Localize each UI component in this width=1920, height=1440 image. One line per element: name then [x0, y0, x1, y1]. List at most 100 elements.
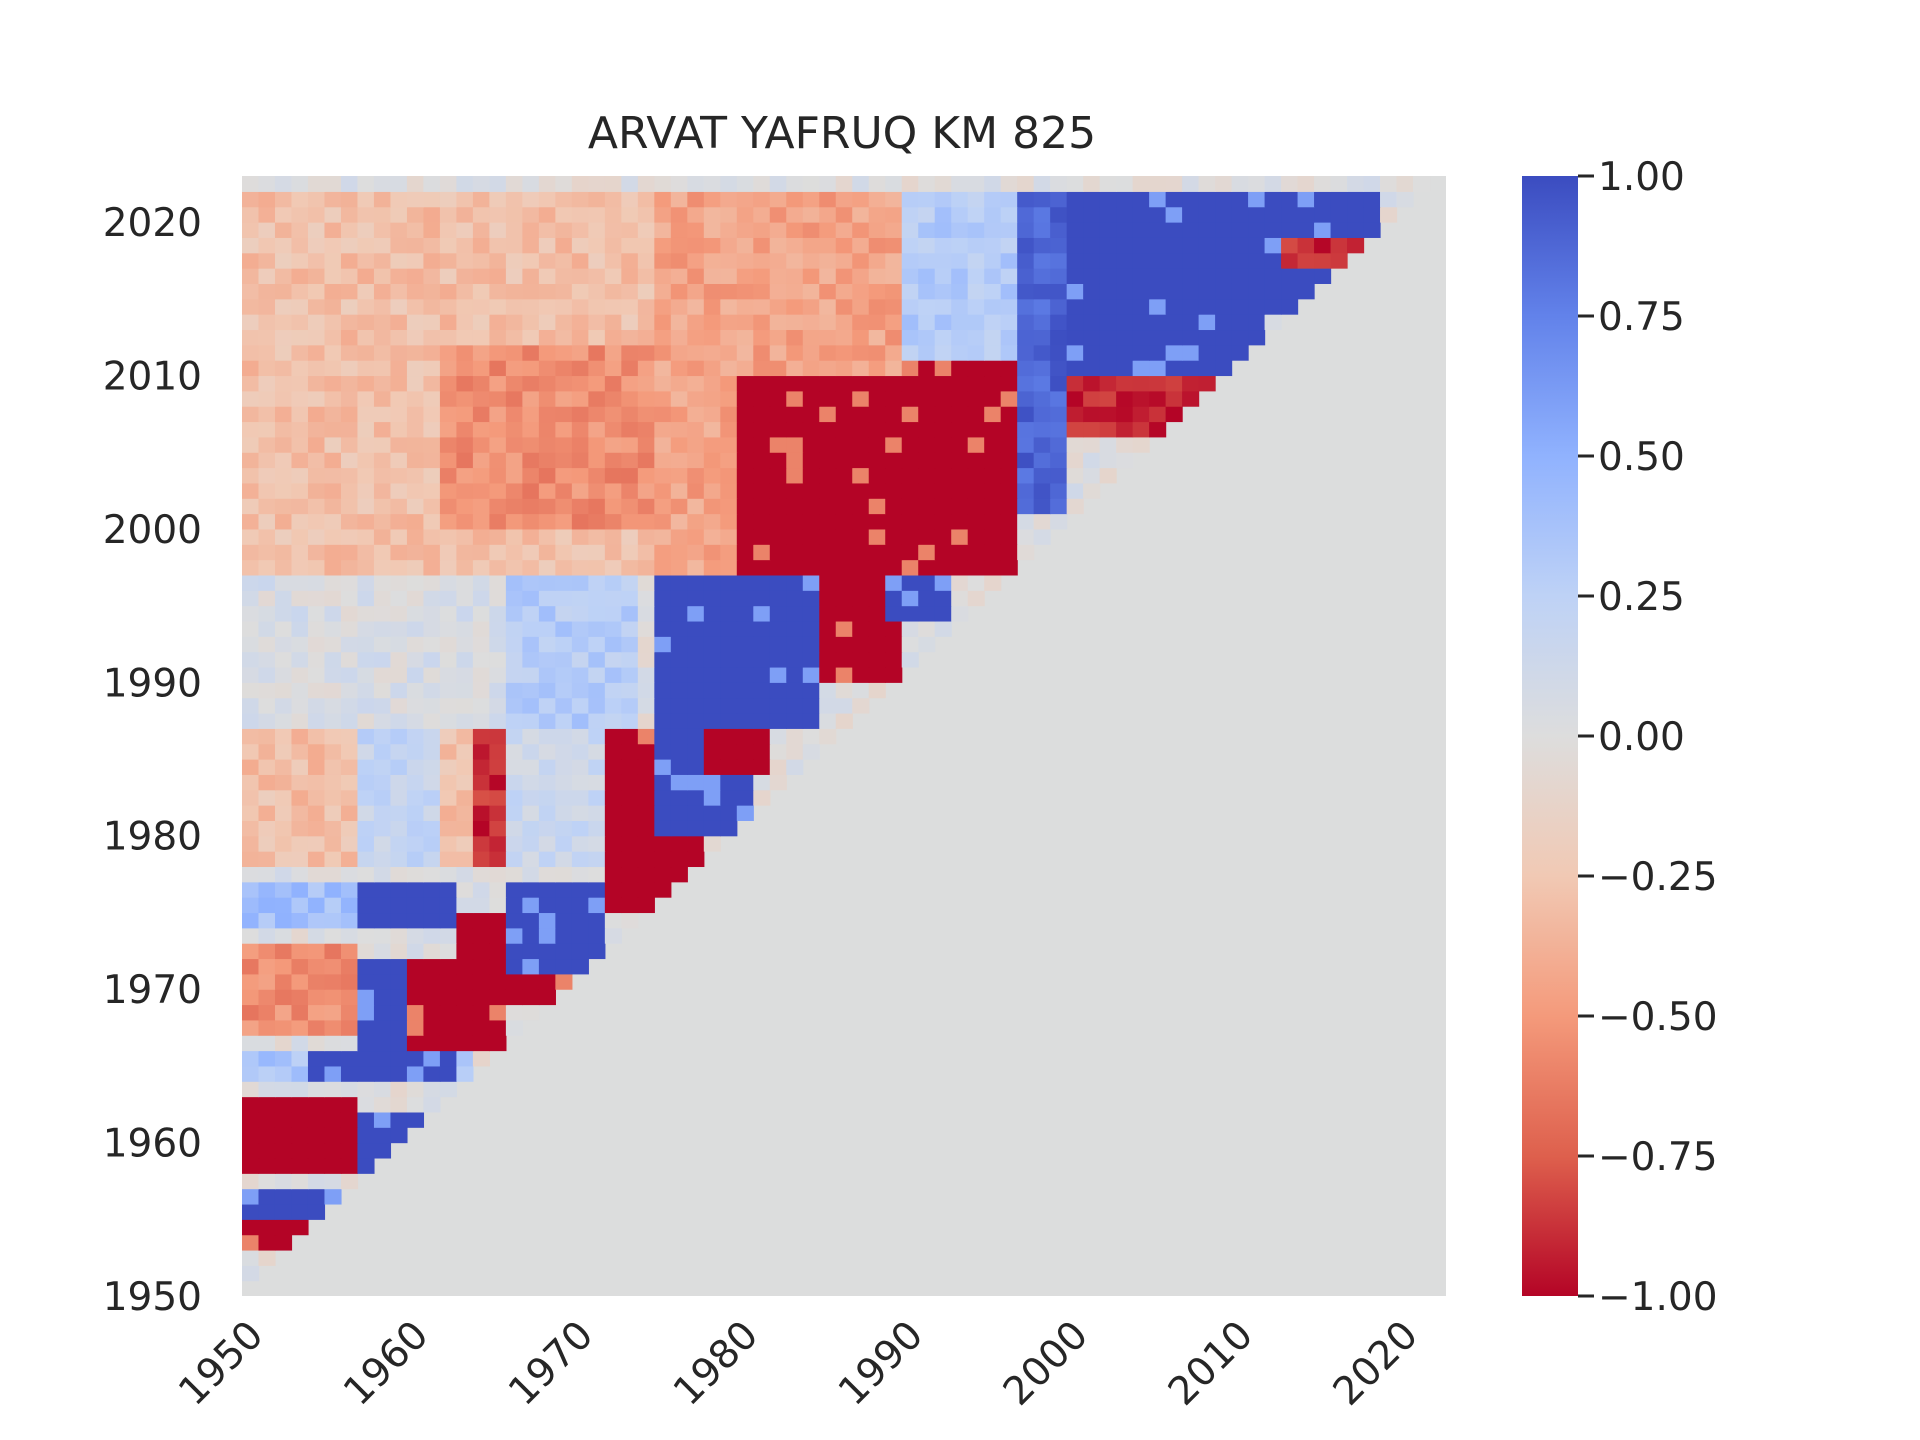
heatmap-cell: [489, 835, 507, 852]
heatmap-cell: [637, 666, 655, 683]
heatmap-cell: [984, 498, 1002, 515]
heatmap-cell: [984, 314, 1002, 331]
heatmap-cell: [406, 375, 425, 392]
heatmap-cell: [1033, 298, 1051, 315]
heatmap-cell: [621, 206, 639, 223]
heatmap-cell: [1000, 436, 1018, 453]
heatmap-cell: [1033, 176, 1051, 192]
heatmap-cell: [1050, 191, 1068, 208]
heatmap-cell: [1231, 237, 1249, 254]
heatmap-cell: [555, 390, 573, 407]
heatmap-cell: [571, 651, 589, 668]
heatmap-cell: [1066, 283, 1084, 300]
heatmap-cell: [274, 482, 293, 499]
heatmap-cell: [324, 1157, 342, 1174]
heatmap-cell: [1198, 191, 1216, 208]
heatmap-cell: [1198, 222, 1216, 238]
heatmap-cell: [456, 927, 474, 944]
heatmap-cell: [703, 344, 721, 361]
heatmap-cell: [852, 605, 870, 622]
heatmap-cell: [307, 605, 326, 622]
heatmap-cell: [819, 436, 837, 453]
heatmap-cell: [736, 329, 754, 346]
heatmap-cell: [951, 421, 969, 438]
heatmap-cell: [489, 759, 507, 775]
heatmap-cell: [1215, 191, 1233, 208]
heatmap-cell: [291, 851, 309, 868]
heatmap-cell: [1264, 298, 1282, 315]
heatmap-cell: [522, 973, 540, 990]
heatmap-cell: [967, 467, 985, 484]
heatmap-cell: [637, 805, 655, 821]
heatmap-cell: [769, 268, 787, 284]
heatmap-cell: [670, 452, 688, 469]
heatmap-cell: [357, 1050, 375, 1067]
heatmap-cell: [852, 666, 870, 683]
heatmap-cell: [439, 452, 458, 469]
heatmap-cell: [1050, 344, 1068, 361]
heatmap-cell: [489, 943, 507, 960]
heatmap-cell: [1132, 222, 1150, 238]
heatmap-cell: [819, 237, 837, 254]
heatmap-cell: [324, 375, 342, 392]
heatmap-cell: [472, 222, 490, 238]
heatmap-cell: [242, 820, 260, 837]
heatmap-cell: [456, 774, 474, 791]
heatmap-cell: [621, 620, 639, 637]
heatmap-cell: [819, 590, 837, 607]
colorbar-tick-label: 1.00: [1598, 155, 1685, 200]
heatmap-cell: [901, 268, 919, 284]
heatmap-cell: [786, 344, 804, 361]
heatmap-cell: [489, 636, 507, 653]
heatmap-cell: [901, 314, 919, 331]
heatmap-cell: [1050, 314, 1068, 331]
heatmap-cell: [406, 436, 425, 453]
heatmap-cell: [918, 498, 936, 515]
heatmap-cell: [258, 1249, 276, 1266]
heatmap-cell: [571, 406, 589, 423]
heatmap-cell: [1116, 360, 1134, 377]
heatmap-cell: [736, 390, 754, 407]
heatmap-cell: [373, 897, 392, 914]
heatmap-cell: [1083, 314, 1101, 331]
heatmap-cell: [472, 283, 490, 300]
heatmap-cell: [291, 298, 309, 315]
heatmap-cell: [753, 682, 771, 699]
heatmap-cell: [555, 866, 573, 883]
heatmap-cell: [555, 176, 573, 192]
heatmap-cell: [1017, 513, 1035, 530]
heatmap-cell: [687, 712, 705, 729]
heatmap-cell: [505, 482, 523, 499]
heatmap-cell: [340, 728, 359, 745]
heatmap-cell: [538, 774, 556, 791]
heatmap-cell: [967, 421, 985, 438]
heatmap-cell: [307, 1157, 326, 1174]
heatmap-cell: [439, 943, 458, 960]
heatmap-cell: [637, 452, 655, 469]
heatmap-cell: [1033, 421, 1051, 438]
heatmap-cell: [786, 268, 804, 284]
heatmap-cell: [637, 375, 655, 392]
heatmap-cell: [868, 666, 886, 683]
heatmap-cell: [934, 498, 952, 515]
heatmap-cell: [373, 206, 392, 223]
heatmap-cell: [604, 513, 622, 530]
heatmap-cell: [274, 774, 293, 791]
heatmap-cell: [538, 436, 556, 453]
heatmap-cell: [555, 191, 573, 208]
heatmap-cell: [357, 421, 375, 438]
heatmap-cell: [604, 390, 622, 407]
heatmap-cell: [258, 851, 276, 868]
heatmap-cell: [571, 498, 589, 515]
heatmap-cell: [1000, 268, 1018, 284]
heatmap-cell: [274, 176, 293, 192]
heatmap-cell: [736, 482, 754, 499]
heatmap-cell: [357, 406, 375, 423]
heatmap-cell: [439, 467, 458, 484]
heatmap-cell: [274, 1019, 293, 1036]
heatmap-cell: [1248, 176, 1266, 192]
heatmap-cell: [340, 268, 359, 284]
heatmap-cell: [819, 651, 837, 668]
heatmap-cell: [769, 283, 787, 300]
heatmap-cell: [390, 712, 408, 729]
